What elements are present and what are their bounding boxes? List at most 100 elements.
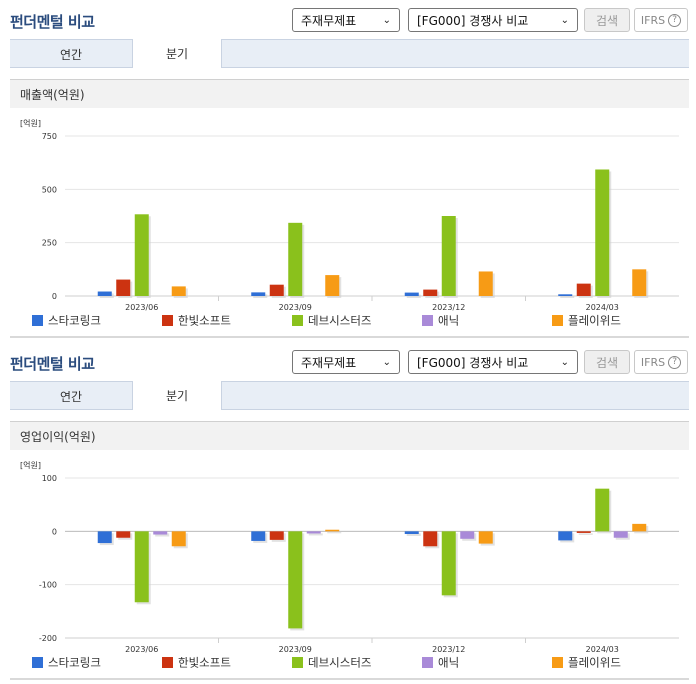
bar[interactable]: [325, 529, 340, 532]
page-title: 펀더멘털 비교: [10, 355, 95, 373]
revenue-chart: [억원] 0 250 500 750 2023/06 2023/09 2023/12 2024/…: [20, 118, 679, 328]
tab-annual[interactable]: 연간: [59, 47, 83, 62]
bar[interactable]: [441, 216, 456, 296]
tab-quarterly[interactable]: 분기: [132, 39, 222, 68]
x-tick-label: 2023/06: [125, 645, 158, 654]
compare-select-value: [FG000] 경쟁사 비교: [417, 13, 529, 28]
chevron-down-icon: ⌄: [382, 356, 391, 368]
bar[interactable]: [632, 523, 647, 532]
bar[interactable]: [576, 531, 591, 533]
legend-label[interactable]: 스타코링크: [48, 656, 101, 670]
bar[interactable]: [632, 269, 647, 296]
legend-label[interactable]: 플레이위드: [568, 314, 621, 328]
compare-select[interactable]: [FG000] 경쟁사 비교 ⌄: [408, 350, 578, 374]
y-tick-label: 750: [42, 132, 57, 141]
bar[interactable]: [251, 531, 266, 541]
operating-income-chart: [억원]100 0 -100 -200 2023/06 2023/09 2023/12 202…: [20, 460, 679, 670]
tab-quarterly[interactable]: 분기: [132, 381, 222, 410]
compare-select-value: [FG000] 경쟁사 비교: [417, 355, 529, 370]
legend-swatch: [162, 315, 173, 326]
period-tabs: 연간 분기: [10, 39, 689, 68]
legend-label[interactable]: 플레이위드: [568, 656, 621, 670]
bar[interactable]: [576, 283, 591, 296]
bar[interactable]: [558, 294, 573, 296]
legend-label[interactable]: 애닉: [438, 656, 459, 670]
chevron-down-icon: ⌄: [382, 14, 391, 26]
bar[interactable]: [97, 291, 112, 296]
chart-title: 영업이익(억원): [10, 421, 689, 450]
bar[interactable]: [404, 531, 419, 534]
bar[interactable]: [269, 531, 284, 540]
chart-title: 매출액(억원): [10, 79, 689, 108]
bar-shadow: [155, 533, 170, 537]
help-icon: ?: [668, 355, 682, 369]
legend-swatch: [162, 657, 173, 668]
bar[interactable]: [478, 531, 493, 544]
bar[interactable]: [116, 279, 131, 296]
bar[interactable]: [153, 531, 168, 535]
bar[interactable]: [288, 222, 303, 296]
bar-shadow: [406, 294, 421, 298]
help-icon: ?: [668, 13, 682, 27]
legend-swatch: [552, 657, 563, 668]
tab-annual[interactable]: 연간: [59, 389, 83, 404]
legend-swatch: [32, 657, 43, 668]
legend-swatch: [292, 657, 303, 668]
bar[interactable]: [595, 488, 610, 532]
legend-label[interactable]: 애닉: [438, 314, 459, 328]
period-tabs: 연간 분기: [10, 381, 689, 410]
y-tick-label: 100: [42, 474, 57, 483]
bar[interactable]: [460, 531, 475, 539]
bar[interactable]: [613, 531, 628, 538]
bar[interactable]: [404, 292, 419, 296]
legend-swatch: [32, 315, 43, 326]
bar[interactable]: [595, 169, 610, 296]
ifrs-button[interactable]: IFRS?: [634, 350, 688, 374]
revenue-panel: 펀더멘털 비교 주재무제표 ⌄ [FG000] 경쟁사 비교 ⌄ 검색 IFRS? …: [10, 8, 689, 338]
x-tick-label: 2023/12: [432, 645, 465, 654]
bar[interactable]: [325, 275, 340, 296]
y-tick-label: 250: [42, 239, 57, 248]
search-button[interactable]: 검색: [584, 350, 630, 374]
bar[interactable]: [251, 292, 266, 296]
bar[interactable]: [423, 531, 438, 547]
bar[interactable]: [306, 531, 321, 534]
bar[interactable]: [441, 531, 456, 596]
statement-select[interactable]: 주재무제표 ⌄: [292, 350, 400, 374]
x-tick-label: 2023/06: [125, 303, 158, 312]
bar[interactable]: [171, 531, 186, 547]
legend-swatch: [422, 657, 433, 668]
bar[interactable]: [116, 531, 131, 538]
page-title: 펀더멘털 비교: [10, 13, 95, 31]
legend-label[interactable]: 한빛소프트: [178, 656, 231, 670]
legend-label[interactable]: 데브시스터즈: [308, 656, 371, 670]
legend-label[interactable]: 데브시스터즈: [308, 314, 371, 328]
divider: [10, 678, 689, 680]
legend-label[interactable]: 한빛소프트: [178, 314, 231, 328]
y-tick-label: -200: [39, 634, 57, 643]
x-tick-label: 2024/03: [586, 645, 619, 654]
chevron-down-icon: ⌄: [560, 356, 569, 368]
bar[interactable]: [478, 271, 493, 296]
bar[interactable]: [97, 531, 112, 544]
bar[interactable]: [171, 286, 186, 296]
bar[interactable]: [558, 531, 573, 541]
statement-select[interactable]: 주재무제표 ⌄: [292, 8, 400, 32]
legend-swatch: [552, 315, 563, 326]
x-tick-label: 2023/12: [432, 303, 465, 312]
x-tick-label: 2023/09: [279, 645, 312, 654]
compare-select[interactable]: [FG000] 경쟁사 비교 ⌄: [408, 8, 578, 32]
y-tick-label: -100: [39, 581, 57, 590]
bar[interactable]: [134, 214, 149, 296]
legend-swatch: [422, 315, 433, 326]
y-tick-label: 0: [52, 292, 57, 301]
ifrs-button[interactable]: IFRS?: [634, 8, 688, 32]
bar[interactable]: [288, 531, 303, 629]
search-button[interactable]: 검색: [584, 8, 630, 32]
ifrs-label: IFRS: [640, 355, 666, 369]
bar[interactable]: [423, 289, 438, 296]
legend-label[interactable]: 스타코링크: [48, 314, 101, 328]
bar[interactable]: [269, 284, 284, 296]
bar[interactable]: [134, 531, 149, 603]
y-tick-label: 500: [42, 185, 57, 194]
